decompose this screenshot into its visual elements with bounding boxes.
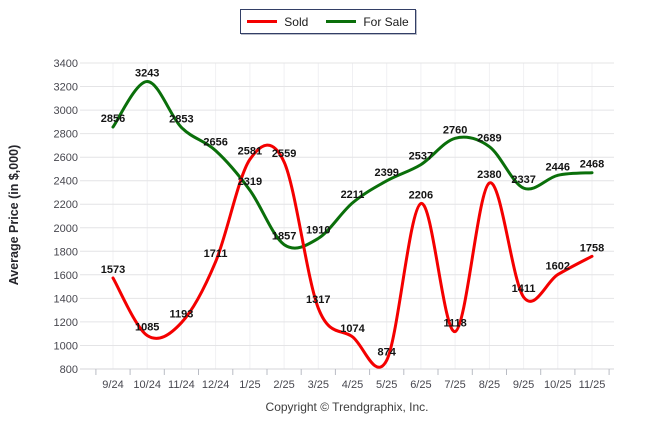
data-label: 1193 xyxy=(169,309,193,321)
data-label: 2537 xyxy=(409,151,433,163)
y-axis-title: Average Price (in $,000) xyxy=(7,144,21,286)
data-label: 2856 xyxy=(101,113,125,125)
y-tick-label: 1000 xyxy=(54,341,78,353)
y-tick-label: 2200 xyxy=(54,199,78,211)
data-label: 1857 xyxy=(272,231,296,243)
data-label: 1910 xyxy=(306,224,330,236)
x-tick-label: 8/25 xyxy=(479,379,500,391)
data-label: 2446 xyxy=(546,161,570,173)
x-tick-label: 3/25 xyxy=(308,379,329,391)
data-label: 2853 xyxy=(169,113,193,125)
y-tick-label: 3000 xyxy=(54,105,78,117)
y-tick-label: 2600 xyxy=(54,152,78,164)
data-label: 2399 xyxy=(374,167,398,179)
chart-legend: Sold For Sale xyxy=(240,9,416,34)
data-label: 1085 xyxy=(135,322,159,334)
data-label: 1118 xyxy=(443,318,466,330)
data-label: 2468 xyxy=(580,159,604,171)
x-tick-label: 11/25 xyxy=(579,379,606,391)
data-label: 2559 xyxy=(272,148,296,160)
x-tick-label: 2/25 xyxy=(273,379,294,391)
y-tick-label: 2000 xyxy=(54,223,78,235)
y-tick-label: 800 xyxy=(60,364,78,376)
data-label: 1074 xyxy=(340,323,365,335)
for-sale-line-swatch xyxy=(326,20,357,23)
y-tick-label: 1800 xyxy=(54,246,78,258)
data-label: 2380 xyxy=(477,169,501,181)
x-tick-label: 6/25 xyxy=(410,379,431,391)
y-tick-label: 1600 xyxy=(54,270,78,282)
y-tick-label: 1200 xyxy=(54,317,78,329)
legend-item-for-sale: For Sale xyxy=(326,14,409,29)
x-tick-label: 10/25 xyxy=(544,379,572,391)
x-tick-label: 5/25 xyxy=(376,379,397,391)
x-tick-label: 11/24 xyxy=(168,379,195,391)
data-label: 1602 xyxy=(546,261,570,273)
data-label: 2581 xyxy=(238,145,262,157)
data-label: 1758 xyxy=(580,242,604,254)
x-tick-label: 12/24 xyxy=(202,379,230,391)
sold-line-swatch xyxy=(247,20,278,23)
y-tick-label: 3200 xyxy=(54,82,78,94)
x-tick-label: 7/25 xyxy=(444,379,465,391)
y-tick-label: 2400 xyxy=(54,176,78,188)
y-tick-label: 2800 xyxy=(54,129,78,141)
x-tick-label: 1/25 xyxy=(239,379,260,391)
data-label: 1411 xyxy=(512,283,536,295)
x-tick-label: 4/25 xyxy=(342,379,363,391)
legend-item-sold: Sold xyxy=(247,15,308,29)
data-label: 1573 xyxy=(101,264,125,276)
data-label: 2337 xyxy=(511,174,535,186)
data-label: 3243 xyxy=(135,68,159,80)
y-tick-label: 3400 xyxy=(54,58,78,70)
data-label: 2656 xyxy=(203,137,227,149)
data-label: 2689 xyxy=(477,133,501,145)
sold-line xyxy=(111,143,594,369)
data-label: 2206 xyxy=(409,190,433,202)
data-label: 1317 xyxy=(306,294,330,306)
x-tick-label: 9/25 xyxy=(513,379,534,391)
data-label: 2760 xyxy=(443,124,467,136)
copyright-text: Copyright © Trendgraphix, Inc. xyxy=(265,400,429,414)
for-sale-line xyxy=(111,79,594,250)
x-tick-label: 10/24 xyxy=(133,379,161,391)
legend-label-for-sale: For Sale xyxy=(363,14,409,29)
data-label: 2211 xyxy=(341,189,365,201)
data-label: 1711 xyxy=(204,248,228,260)
legend-label-sold: Sold xyxy=(284,14,309,29)
data-label: 874 xyxy=(378,346,397,358)
x-tick-label: 9/24 xyxy=(102,379,123,391)
data-label: 2319 xyxy=(238,176,262,188)
y-tick-label: 1400 xyxy=(54,293,78,305)
